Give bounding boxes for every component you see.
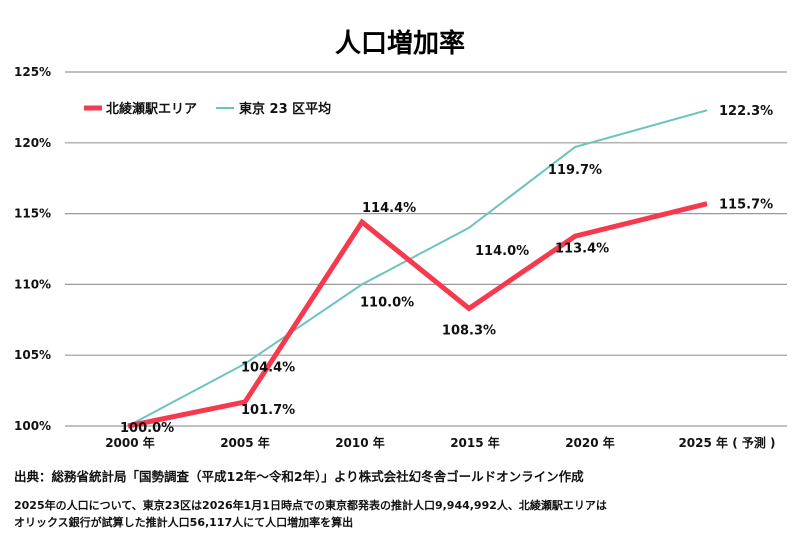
- source-note: 出典：総務省統計局「国勢調査（平成12年〜令和2年）」より株式会社幻冬舎ゴールド…: [14, 469, 584, 484]
- line-chart: 人口増加率 100% 105% 110% 115% 120% 125% 2000 年 200…: [14, 28, 787, 450]
- y-tick-label: 105%: [14, 348, 51, 362]
- data-label-kitaayase: 100.0%: [120, 421, 174, 436]
- data-label-kitaayase: 114.4%: [362, 201, 416, 216]
- series-line-tokyo23: [127, 109, 708, 427]
- x-tick-label: 2025 年 ( 予測 ): [678, 435, 775, 450]
- y-tick-label: 125%: [14, 65, 51, 79]
- data-label-tokyo23: 104.4%: [241, 361, 295, 376]
- data-label-tokyo23: 122.3%: [719, 104, 773, 119]
- y-tick-label: 100%: [14, 419, 51, 433]
- data-label-kitaayase: 115.7%: [719, 198, 773, 213]
- x-tick-label: 2010 年: [335, 435, 385, 450]
- legend-label-kitaayase: 北綾瀬駅エリア: [106, 101, 197, 117]
- legend: 北綾瀬駅エリア 東京 23 区平均: [84, 101, 331, 117]
- footnote-line-1: 2025年の人口について、東京23区は2026年1月1日時点での東京都発表の推計…: [14, 499, 607, 512]
- x-tick-label: 2020 年: [565, 435, 615, 450]
- data-label-kitaayase: 113.4%: [555, 241, 609, 256]
- footnote-line-2: オリックス銀行が試算した推計人口56,117人にて人口増加率を算出: [14, 516, 354, 529]
- chart-title: 人口増加率: [335, 28, 465, 59]
- data-label-kitaayase: 101.7%: [241, 403, 295, 418]
- data-label-kitaayase: 108.3%: [442, 323, 496, 338]
- y-tick-label: 120%: [14, 136, 51, 150]
- data-label-tokyo23: 110.0%: [360, 295, 414, 310]
- series-line-kitaayase: [127, 201, 708, 429]
- data-label-tokyo23: 119.7%: [548, 163, 602, 178]
- y-tick-label: 110%: [14, 277, 51, 291]
- data-label-tokyo23: 114.0%: [475, 244, 529, 259]
- x-tick-label: 2005 年: [220, 435, 270, 450]
- x-tick-label: 2000 年: [105, 435, 155, 450]
- y-tick-label: 115%: [14, 207, 51, 221]
- legend-label-tokyo23: 東京 23 区平均: [239, 101, 331, 117]
- x-tick-label: 2015 年: [450, 435, 500, 450]
